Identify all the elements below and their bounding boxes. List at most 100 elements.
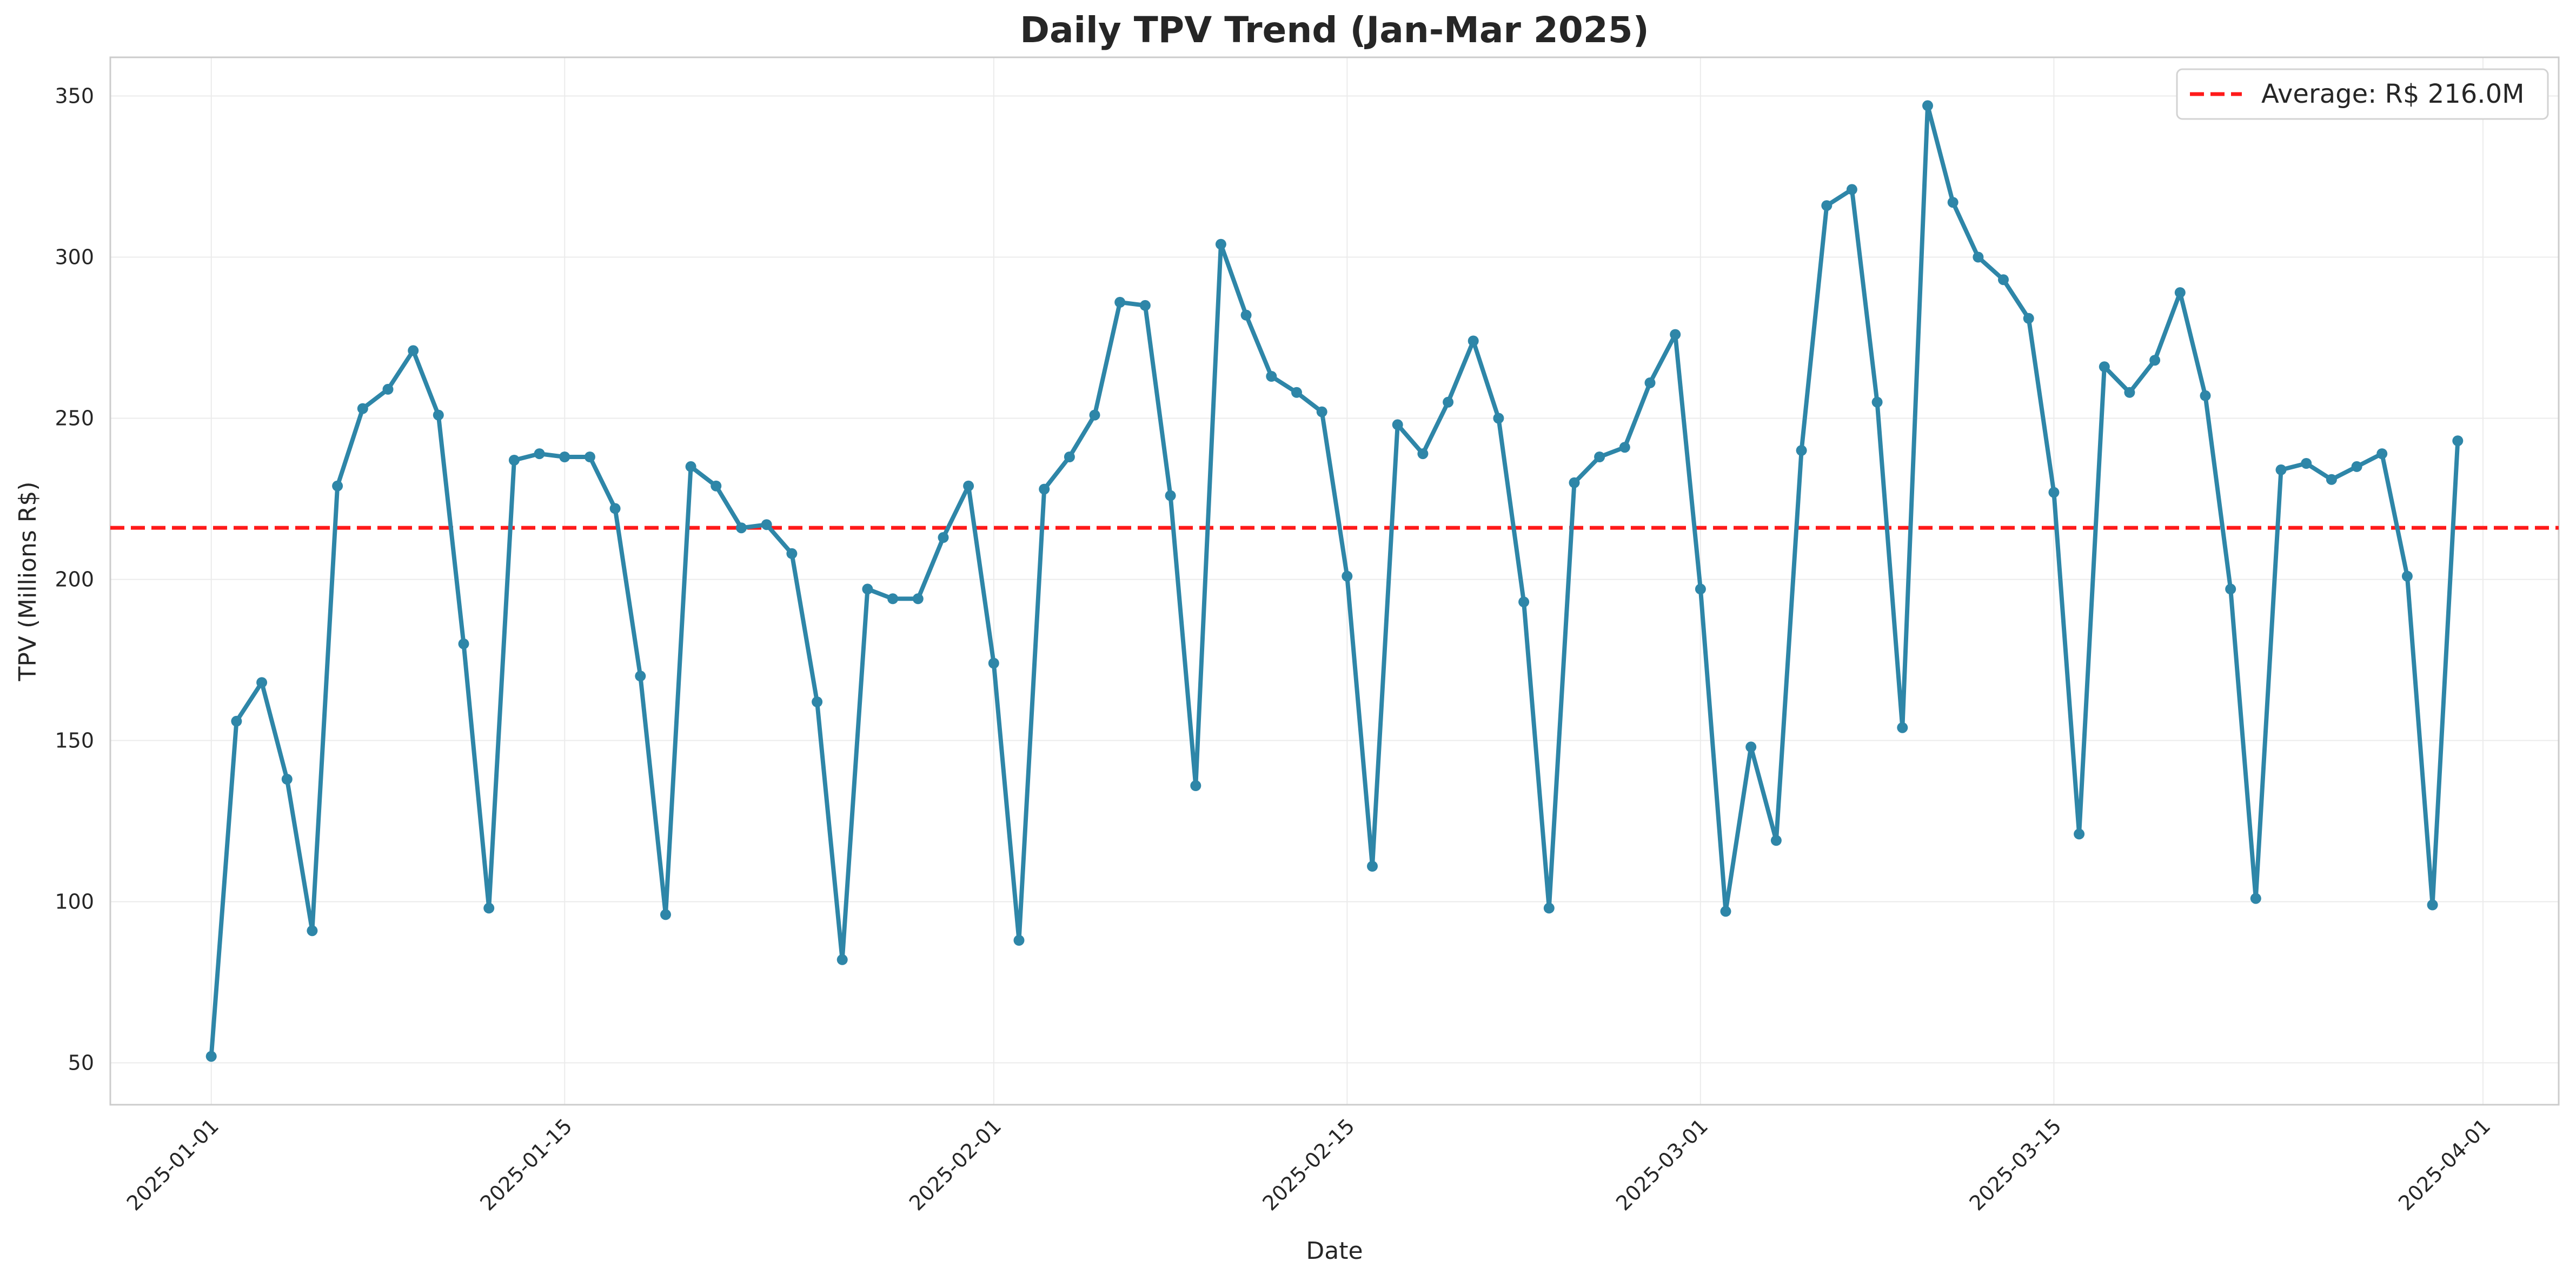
data-point — [1770, 835, 1782, 846]
data-point — [1745, 741, 1757, 753]
y-tick-label: 100 — [55, 890, 94, 914]
data-point — [1947, 197, 1958, 208]
x-tick-label: 2025-03-15 — [1964, 1114, 2066, 1215]
chart-title: Daily TPV Trend (Jan-Mar 2025) — [1020, 9, 1649, 51]
data-point — [1316, 406, 1327, 417]
data-point — [1013, 935, 1025, 946]
x-tick-label: 2025-02-01 — [905, 1114, 1006, 1215]
data-point — [1695, 583, 1706, 595]
data-point — [2427, 899, 2438, 911]
data-point — [1417, 448, 1429, 460]
legend-box — [2176, 68, 2549, 120]
y-tick-label: 200 — [55, 568, 94, 592]
data-point — [1998, 274, 2009, 286]
data-point — [1871, 396, 1883, 408]
grid-lines — [110, 57, 2559, 1105]
data-point — [635, 671, 646, 682]
data-point — [1569, 477, 1580, 488]
data-point — [1796, 445, 1807, 456]
x-tick-label: 2025-03-01 — [1611, 1114, 1712, 1215]
data-point — [786, 548, 798, 559]
data-point — [2326, 474, 2337, 485]
data-point — [1973, 251, 1984, 263]
y-tick-label: 50 — [68, 1051, 94, 1075]
data-point — [357, 403, 368, 414]
data-point — [2048, 487, 2060, 498]
data-point — [761, 519, 772, 530]
data-point — [1720, 906, 1731, 917]
data-point — [2174, 287, 2186, 298]
data-point — [1594, 452, 1605, 462]
y-tick-label: 250 — [55, 407, 94, 430]
data-point — [963, 480, 974, 492]
y-axis-label: TPV (Millions R$) — [14, 482, 42, 682]
x-tick-label: 2025-01-15 — [475, 1114, 576, 1215]
data-point — [332, 480, 343, 492]
data-point — [609, 503, 621, 514]
data-point — [862, 583, 873, 595]
data-point — [281, 774, 293, 785]
data-point — [1190, 780, 1201, 791]
data-point — [1114, 297, 1126, 308]
data-point — [1089, 409, 1100, 421]
data-point — [2074, 828, 2085, 840]
data-point — [2401, 570, 2413, 582]
data-point — [584, 452, 595, 462]
data-point — [2225, 583, 2236, 595]
x-axis-label: Date — [1306, 1237, 1363, 1265]
legend-average-label: Average: R$ 216.0M — [2261, 79, 2525, 109]
data-point — [1468, 335, 1479, 347]
data-point — [2023, 313, 2034, 324]
data-point — [2099, 361, 2110, 373]
data-point — [231, 715, 242, 727]
data-point — [483, 902, 495, 914]
data-point — [458, 638, 469, 649]
data-point — [1619, 442, 1630, 453]
data-point — [2376, 448, 2388, 460]
data-point — [534, 448, 545, 460]
x-axis-ticks: 2025-01-01 2025-01-15 2025-02-01 2025-02-15… — [122, 1114, 2495, 1215]
data-point — [1543, 902, 1555, 914]
data-point — [1670, 329, 1681, 340]
data-point — [1644, 377, 1656, 388]
data-point — [256, 677, 268, 688]
plot-background — [110, 57, 2559, 1105]
data-point — [685, 461, 696, 472]
data-point — [2124, 387, 2135, 398]
data-point — [887, 593, 899, 605]
data-points — [205, 100, 2464, 1062]
data-point — [205, 1051, 217, 1062]
data-point — [559, 452, 570, 462]
x-tick-label: 2025-01-01 — [122, 1114, 223, 1215]
y-axis-ticks: 50 100 150 200 250 300 350 — [55, 84, 94, 1075]
data-point — [711, 480, 722, 492]
y-tick-label: 300 — [55, 245, 94, 269]
data-point — [508, 455, 520, 466]
data-point — [836, 954, 848, 965]
data-point — [1518, 596, 1530, 608]
data-point — [1392, 419, 1403, 430]
data-point — [1165, 490, 1176, 501]
data-point — [382, 383, 394, 395]
data-point — [2200, 390, 2211, 401]
data-point — [812, 696, 823, 707]
data-point — [1215, 238, 1226, 250]
data-point — [1897, 722, 1908, 733]
data-point — [2275, 464, 2287, 475]
data-point — [1064, 452, 1075, 462]
data-point — [988, 658, 999, 669]
y-tick-label: 150 — [55, 729, 94, 753]
data-point — [1266, 371, 1277, 382]
y-tick-label: 350 — [55, 84, 94, 108]
data-point — [408, 345, 419, 356]
data-point — [912, 593, 924, 605]
data-point — [1443, 396, 1454, 408]
x-tick-label: 2025-02-15 — [1258, 1114, 1359, 1215]
data-point — [938, 532, 949, 543]
plot-frame — [109, 56, 2560, 1106]
data-point — [2351, 461, 2362, 472]
data-point — [1846, 184, 1857, 195]
x-tick-label: 2025-04-01 — [2394, 1114, 2495, 1215]
